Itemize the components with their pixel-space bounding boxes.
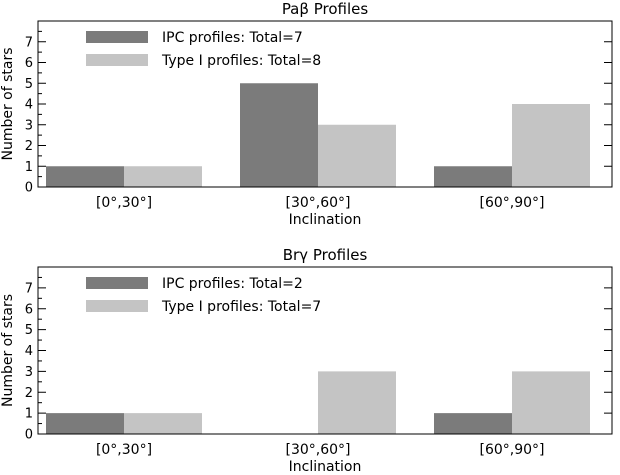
y-tick-label: 1 <box>25 160 33 175</box>
x-tick-label: [0°,30°] <box>96 195 152 211</box>
y-tick-label: 2 <box>25 386 33 401</box>
bar-type-i <box>124 413 202 434</box>
x-tick-label: [60°,90°] <box>479 195 544 211</box>
x-tick-label: [30°,60°] <box>285 442 350 458</box>
legend-label: IPC profiles: Total=7 <box>162 30 303 46</box>
y-tick-label: 7 <box>25 35 33 50</box>
bar-ipc <box>46 413 124 434</box>
y-axis-label: Number of stars <box>0 47 16 160</box>
y-tick-label: 3 <box>25 118 33 133</box>
x-tick-label: [0°,30°] <box>96 442 152 458</box>
y-tick-label: 4 <box>25 98 33 113</box>
x-tick-label: [30°,60°] <box>285 195 350 211</box>
bar-ipc <box>46 166 124 187</box>
legend-swatch <box>86 300 148 312</box>
bar-type-i <box>124 166 202 187</box>
y-tick-label: 3 <box>25 365 33 380</box>
chart-title: Brγ Profiles <box>283 246 368 264</box>
bar-type-i <box>318 124 396 187</box>
bar-ipc <box>434 166 512 187</box>
bar-type-i <box>512 371 590 434</box>
y-tick-label: 7 <box>25 281 33 296</box>
y-tick-label: 6 <box>25 56 33 71</box>
bar-type-i <box>512 104 590 187</box>
y-tick-label: 0 <box>25 428 33 443</box>
legend-swatch <box>86 31 148 43</box>
legend-label: Type I profiles: Total=8 <box>161 53 321 69</box>
bar-type-i <box>318 371 396 434</box>
y-axis-label: Number of stars <box>0 294 16 407</box>
legend-label: IPC profiles: Total=2 <box>162 276 303 292</box>
y-tick-label: 2 <box>25 139 33 154</box>
legend-swatch <box>86 277 148 289</box>
y-tick-label: 5 <box>25 77 33 92</box>
legend-label: Type I profiles: Total=7 <box>161 299 321 315</box>
y-tick-label: 4 <box>25 344 33 359</box>
x-tick-label: [60°,90°] <box>479 442 544 458</box>
legend-swatch <box>86 54 148 66</box>
x-axis-label: Inclination <box>289 212 362 228</box>
x-axis-label: Inclination <box>289 459 362 475</box>
y-tick-label: 0 <box>25 181 33 196</box>
bar-ipc <box>434 413 512 434</box>
y-tick-label: 5 <box>25 323 33 338</box>
chart-title: Paβ Profiles <box>282 0 369 18</box>
y-tick-label: 1 <box>25 407 33 422</box>
y-tick-label: 6 <box>25 302 33 317</box>
bar-ipc <box>240 83 318 187</box>
